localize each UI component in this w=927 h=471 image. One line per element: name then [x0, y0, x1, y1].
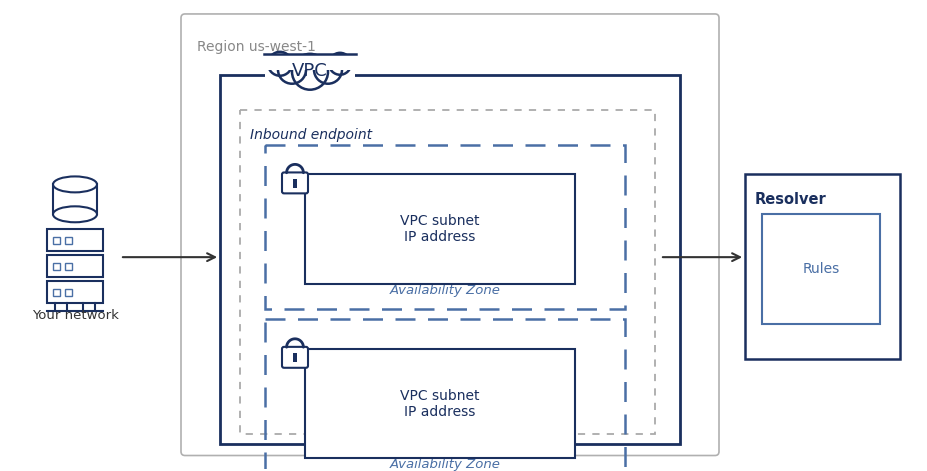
- Bar: [53, 289, 60, 296]
- Text: Rules: Rules: [802, 262, 839, 276]
- Text: VPC subnet
IP address: VPC subnet IP address: [400, 389, 479, 419]
- Circle shape: [268, 52, 292, 76]
- Text: Availability Zone: Availability Zone: [389, 458, 500, 471]
- Bar: [265, 53, 355, 103]
- Text: Availability Zone: Availability Zone: [389, 284, 500, 297]
- Bar: [292, 179, 297, 187]
- Text: VPC: VPC: [292, 62, 327, 80]
- Bar: [47, 255, 103, 277]
- Text: Region us-west-1: Region us-west-1: [197, 40, 315, 54]
- Bar: [47, 229, 103, 251]
- Bar: [65, 289, 72, 296]
- FancyBboxPatch shape: [282, 347, 308, 368]
- Bar: [265, 145, 624, 309]
- Circle shape: [329, 53, 350, 75]
- Bar: [305, 349, 575, 458]
- Circle shape: [292, 54, 327, 89]
- Bar: [240, 110, 654, 434]
- Text: Your network: Your network: [32, 309, 119, 322]
- Text: Inbound endpoint: Inbound endpoint: [249, 128, 372, 142]
- Bar: [53, 237, 60, 244]
- Bar: [292, 353, 297, 362]
- Bar: [265, 319, 624, 471]
- Bar: [263, 54, 357, 70]
- Bar: [761, 214, 879, 324]
- Text: Resolver: Resolver: [755, 192, 826, 207]
- Text: VPC subnet
IP address: VPC subnet IP address: [400, 214, 479, 244]
- Bar: [744, 174, 899, 359]
- Bar: [53, 263, 60, 270]
- FancyBboxPatch shape: [181, 14, 718, 455]
- Bar: [65, 263, 72, 270]
- Bar: [220, 75, 679, 444]
- Ellipse shape: [53, 206, 97, 222]
- Bar: [65, 237, 72, 244]
- Ellipse shape: [53, 177, 97, 192]
- Circle shape: [313, 56, 342, 84]
- Circle shape: [278, 56, 306, 84]
- Bar: [47, 281, 103, 303]
- Bar: [305, 174, 575, 284]
- FancyBboxPatch shape: [282, 172, 308, 194]
